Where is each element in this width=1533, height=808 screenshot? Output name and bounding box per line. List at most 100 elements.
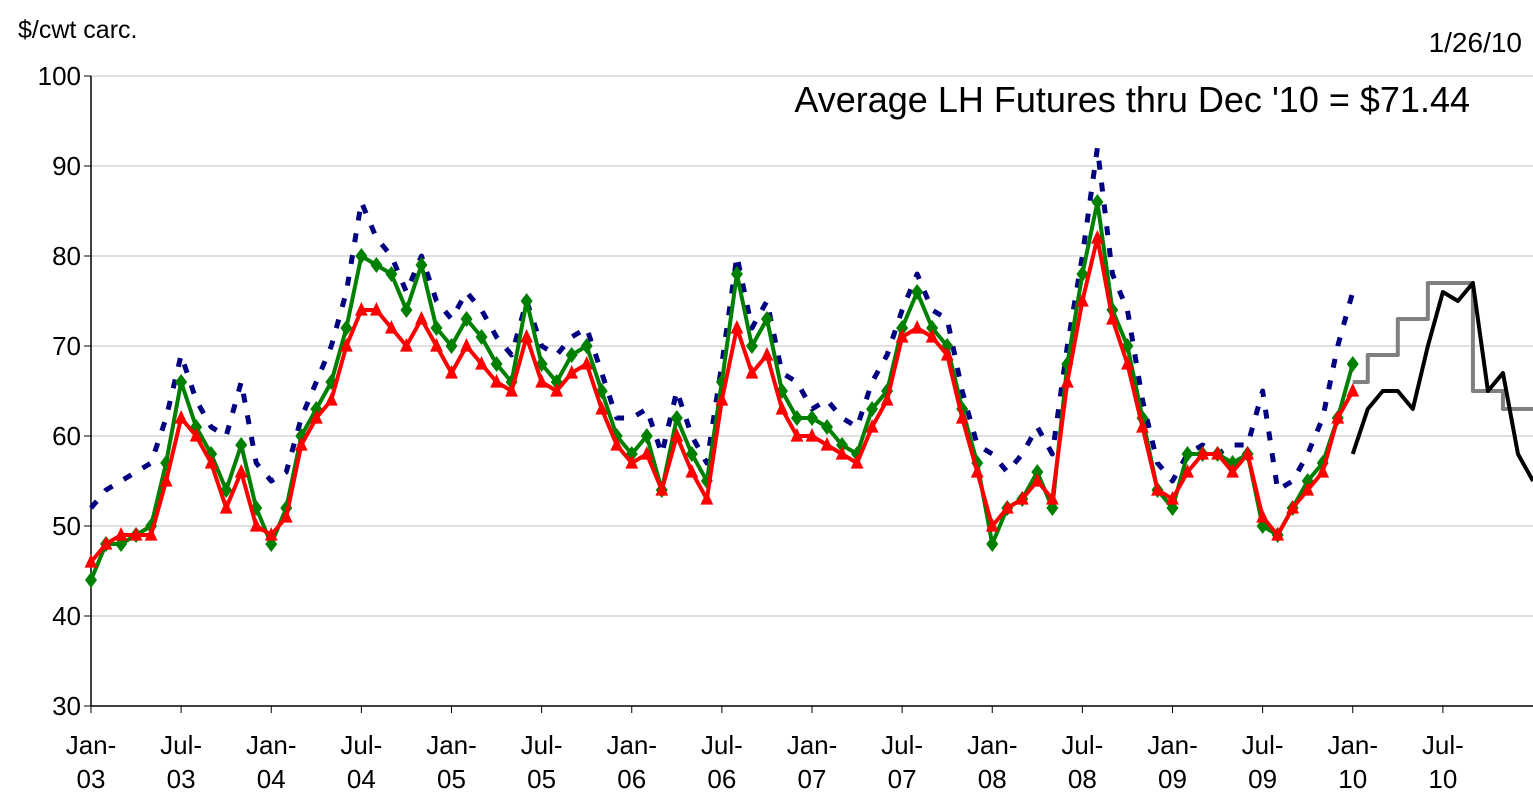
diamond-marker — [370, 257, 383, 273]
diamond-marker — [415, 257, 428, 273]
triangle-marker — [535, 374, 549, 388]
x-tick-label-line: Jan- — [606, 730, 657, 760]
triangle-marker — [219, 500, 233, 514]
y-axis-label: $/cwt carc. — [18, 16, 137, 44]
triangle-marker — [1045, 491, 1059, 505]
x-tick-label: Jan- 03 — [66, 730, 117, 794]
x-tick-label-line: Jan- — [787, 730, 838, 760]
diamond-marker — [806, 410, 818, 426]
diamond-marker — [896, 320, 909, 336]
triangle-marker — [865, 419, 879, 433]
triangle-marker — [369, 302, 383, 316]
triangle-marker — [1286, 500, 1300, 514]
y-tick-label: 30 — [52, 691, 81, 721]
diamond-marker — [640, 428, 653, 444]
triangle-marker — [580, 356, 594, 370]
triangle-marker — [264, 527, 278, 541]
x-tick-label-line: Jan- — [1327, 730, 1378, 760]
triangle-marker — [970, 464, 984, 478]
triangle-marker — [1316, 464, 1330, 478]
triangle-marker — [1151, 482, 1164, 496]
triangle-marker — [760, 347, 774, 361]
x-tick-label: Jan- 10 — [1327, 730, 1378, 794]
triangle-marker — [730, 320, 744, 334]
triangle-marker — [850, 455, 864, 469]
triangle-marker — [880, 392, 894, 406]
triangle-marker — [955, 410, 969, 424]
triangle-marker — [685, 464, 699, 478]
x-tick-label-line: Jul- — [1061, 730, 1103, 760]
x-tick-label-line: 09 — [1158, 764, 1187, 794]
x-tick-label: Jan- 07 — [787, 730, 838, 794]
diamond-marker — [866, 401, 879, 417]
diamond-marker — [475, 329, 488, 345]
x-tick-label-line: Jul- — [1242, 730, 1284, 760]
diamond-marker — [745, 338, 758, 354]
triangle-marker — [249, 518, 263, 532]
triangle-marker — [550, 383, 564, 397]
y-tick-label: 90 — [52, 151, 81, 181]
date-label: 1/26/10 — [1429, 27, 1522, 58]
triangle-marker — [1015, 491, 1029, 505]
triangle-marker — [324, 392, 338, 406]
triangle-marker — [595, 401, 609, 415]
triangle-marker — [234, 464, 248, 478]
x-tick-label-line: Jan- — [246, 730, 297, 760]
diamond-marker — [730, 266, 743, 282]
y-tick-label: 70 — [52, 331, 81, 361]
x-tick-label: Jan- 06 — [606, 730, 657, 794]
diamond-marker — [790, 410, 803, 426]
triangle-marker — [940, 347, 954, 361]
diamond-marker — [430, 320, 443, 336]
x-tick-label-line: 06 — [617, 764, 646, 794]
triangle-marker — [910, 320, 924, 334]
diamond-marker — [911, 284, 924, 300]
triangle-marker — [1271, 527, 1285, 541]
triangle-marker — [174, 410, 188, 424]
x-tick-label: Jan- 09 — [1147, 730, 1198, 794]
x-tick-label: Jan- 04 — [246, 730, 297, 794]
x-tick-label-line: Jul- — [701, 730, 743, 760]
diamond-marker — [685, 446, 698, 462]
y-tick-label: 100 — [38, 61, 81, 91]
triangle-marker — [1121, 356, 1134, 370]
triangle-marker — [1331, 410, 1345, 424]
triangle-marker — [670, 428, 684, 442]
diamond-marker — [355, 248, 368, 264]
x-tick-label-line: Jan- — [426, 730, 477, 760]
triangle-marker — [805, 428, 819, 442]
x-tick-label-line: 06 — [707, 764, 736, 794]
triangle-marker — [189, 428, 203, 442]
x-tick-label-line: 10 — [1338, 764, 1367, 794]
diamond-marker — [1091, 194, 1104, 210]
diamond-marker — [175, 374, 188, 390]
x-tick-label-line: Jan- — [1147, 730, 1198, 760]
x-tick-label-line: Jul- — [1422, 730, 1464, 760]
diamond-marker — [385, 266, 398, 282]
series-line — [1350, 281, 1533, 482]
triangle-marker — [1166, 491, 1179, 505]
y-tick-label: 60 — [52, 421, 81, 451]
x-tick-label-line: Jan- — [967, 730, 1018, 760]
triangle-marker — [385, 320, 398, 334]
diamond-marker — [821, 419, 834, 435]
x-tick-label-line: 09 — [1248, 764, 1277, 794]
triangle-marker — [775, 401, 789, 415]
x-tick-label-line: 05 — [437, 764, 466, 794]
triangle-marker — [895, 329, 909, 343]
triangle-marker — [820, 437, 834, 451]
triangle-marker — [204, 455, 218, 469]
triangle-marker — [925, 329, 939, 343]
triangle-marker — [1136, 419, 1149, 433]
triangle-marker — [415, 311, 428, 325]
triangle-marker — [475, 356, 488, 370]
diamond-marker — [85, 572, 97, 588]
x-tick-label: Jul- 10 — [1422, 730, 1464, 794]
triangle-marker — [655, 482, 669, 496]
x-tick-label-line: 08 — [1068, 764, 1097, 794]
triangle-marker — [520, 329, 534, 343]
diamond-marker — [760, 311, 773, 327]
x-tick-label: Jul- 07 — [881, 730, 923, 794]
